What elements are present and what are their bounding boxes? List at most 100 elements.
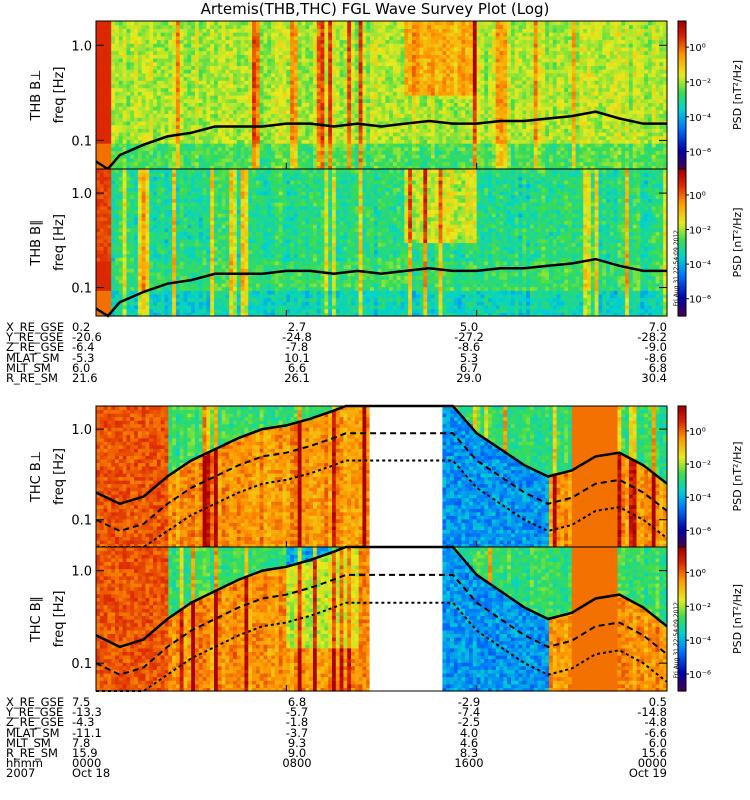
spectrogram-cell xyxy=(526,139,531,144)
spectrogram-cell xyxy=(183,154,188,159)
spectrogram-cell xyxy=(328,87,333,92)
spectrogram-cell xyxy=(103,117,109,122)
spectrogram-cell xyxy=(377,128,383,133)
spectrogram-cell xyxy=(568,61,573,66)
spectrogram-cell xyxy=(343,39,348,44)
spectrogram-cell xyxy=(191,128,196,133)
spectrogram-cell xyxy=(99,50,105,55)
spectrogram-cell xyxy=(126,157,131,163)
spectrogram-cell xyxy=(442,132,447,137)
spectrogram-cell xyxy=(396,61,402,66)
spectrogram-cell xyxy=(141,98,147,103)
spectrogram-cell xyxy=(103,91,109,96)
spectrogram-cell xyxy=(430,146,436,152)
spectrogram-cell xyxy=(480,109,485,115)
spectrogram-cell xyxy=(347,35,352,41)
spectrogram-cell xyxy=(381,135,386,140)
spectrogram-cell xyxy=(507,95,512,100)
spectrogram-cell xyxy=(255,80,261,85)
spectrogram-cell xyxy=(301,83,306,89)
spectrogram-cell xyxy=(244,128,249,133)
spectrogram-cell xyxy=(225,87,230,92)
spectrogram-cell xyxy=(503,58,508,63)
spectrogram-cell xyxy=(278,32,284,37)
spectrogram-cell xyxy=(339,165,345,170)
spectrogram-cell xyxy=(533,28,539,33)
spectrogram-cell xyxy=(354,43,360,48)
spectrogram-cell xyxy=(484,139,489,144)
spectrogram-cell xyxy=(507,113,512,118)
spectrogram-cell xyxy=(484,157,489,163)
spectrogram-cell xyxy=(271,109,276,115)
spectrogram-cell xyxy=(309,39,314,44)
spectrogram-cell xyxy=(96,135,101,140)
spectrogram-cell xyxy=(461,98,466,103)
spectrogram-cell xyxy=(404,165,409,170)
spectrogram-cell xyxy=(450,113,455,118)
spectrogram-cell xyxy=(373,76,379,81)
spectrogram-cell xyxy=(461,161,466,166)
spectrogram-cell xyxy=(335,135,341,140)
spectrogram-cell xyxy=(259,154,265,159)
spectrogram-cell xyxy=(522,76,527,81)
spectrogram-cell xyxy=(457,24,463,29)
spectrogram-cell xyxy=(179,120,185,126)
spectrogram-cell xyxy=(529,102,535,107)
spectrogram-cell xyxy=(115,117,120,122)
spectrogram-cell xyxy=(118,28,124,33)
spectrogram-cell xyxy=(358,83,364,89)
spectrogram-cell xyxy=(480,28,485,33)
spectrogram-cell xyxy=(217,58,223,63)
spectrogram-cell xyxy=(198,106,204,111)
spectrogram-cell xyxy=(537,165,542,170)
spectrogram-cell xyxy=(328,132,333,137)
spectrogram-cell xyxy=(320,109,325,115)
spectrogram-cell xyxy=(255,98,261,103)
spectrogram-cell xyxy=(373,28,379,33)
spectrogram-cell xyxy=(263,106,268,111)
spectrogram-cell xyxy=(293,128,299,133)
spectrogram-cell xyxy=(141,124,147,129)
spectrogram-cell xyxy=(419,150,424,155)
spectrogram-cell xyxy=(453,135,459,140)
spectrogram-cell xyxy=(217,132,223,137)
spectrogram-cell xyxy=(400,91,405,96)
spectrogram-cell xyxy=(358,80,364,85)
spectrogram-cell xyxy=(419,109,424,115)
spectrogram-cell xyxy=(396,80,402,85)
spectrogram-cell xyxy=(221,139,227,144)
spectrogram-cell xyxy=(99,146,105,152)
spectrogram-cell xyxy=(548,102,554,107)
spectrogram-cell xyxy=(480,154,485,159)
spectrogram-cell xyxy=(564,154,569,159)
spectrogram-cell xyxy=(469,35,474,41)
spectrogram-cell xyxy=(156,128,162,133)
spectrogram-cell xyxy=(484,95,489,100)
spectrogram-cell xyxy=(362,91,367,96)
spectrogram-cell xyxy=(332,146,337,152)
spectrogram-cell xyxy=(286,43,291,48)
spectrogram-cell xyxy=(160,35,166,41)
spectrogram-cell xyxy=(438,65,444,70)
spectrogram-cell xyxy=(491,102,497,107)
spectrogram-cell xyxy=(351,50,356,55)
spectrogram-cell xyxy=(267,80,272,85)
spectrogram-cell xyxy=(389,80,394,85)
spectrogram-cell xyxy=(545,165,550,170)
spectrogram-cell xyxy=(267,135,272,140)
spectrogram-cell xyxy=(130,87,135,92)
spectrogram-cell xyxy=(271,139,276,144)
spectrogram-cell xyxy=(141,109,147,115)
spectrogram-cell xyxy=(324,61,329,66)
spectrogram-cell xyxy=(126,76,131,81)
spectrogram-cell xyxy=(514,35,520,41)
spectrogram-cell xyxy=(255,54,261,59)
spectrogram-cell xyxy=(541,50,546,55)
spectrogram-cell xyxy=(552,165,558,170)
spectrogram-cell xyxy=(214,91,219,96)
spectrogram-cell xyxy=(145,80,150,85)
spectrogram-cell xyxy=(153,58,158,63)
spectrogram-cell xyxy=(278,83,284,89)
spectrogram-cell xyxy=(96,120,101,126)
spectrogram-cell xyxy=(172,83,177,89)
